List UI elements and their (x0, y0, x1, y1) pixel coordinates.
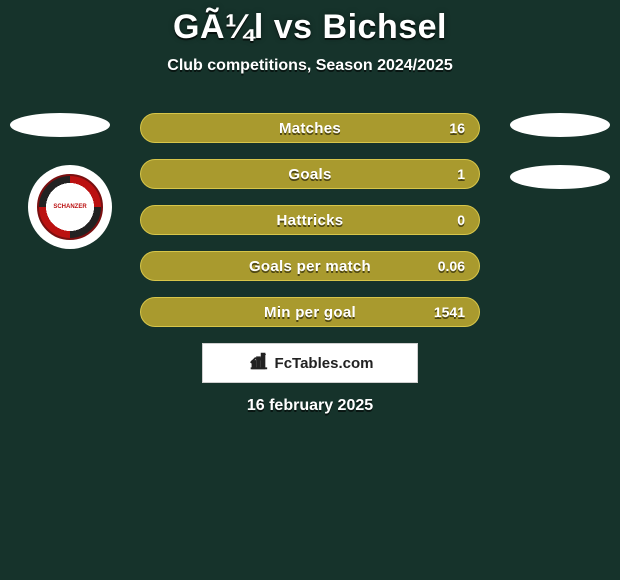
stat-value: 1 (457, 166, 465, 182)
bar-chart-icon (247, 350, 269, 376)
stat-row: Goals 1 (140, 159, 480, 189)
stat-label: Goals per match (249, 258, 371, 275)
stat-label: Matches (279, 120, 341, 137)
stat-row: Min per goal 1541 (140, 297, 480, 327)
page-title: GÃ¼l vs Bichsel (0, 8, 620, 47)
stat-label: Min per goal (264, 304, 356, 321)
subtitle: Club competitions, Season 2024/2025 (0, 57, 620, 75)
stat-label: Goals (288, 166, 331, 183)
branding-text: FcTables.com (275, 355, 374, 372)
stat-row: Goals per match 0.06 (140, 251, 480, 281)
stat-row: Matches 16 (140, 113, 480, 143)
stat-value: 1541 (434, 304, 465, 320)
player-right-placeholder-1 (510, 113, 610, 137)
player-right-placeholder-2 (510, 165, 610, 189)
club-badge-text: SCHANZER (39, 176, 101, 238)
stat-label: Hattricks (277, 212, 344, 229)
stat-row: Hattricks 0 (140, 205, 480, 235)
stat-value: 0.06 (438, 258, 465, 274)
club-badge: SCHANZER (28, 165, 112, 249)
stat-value: 16 (449, 120, 465, 136)
branding-box[interactable]: FcTables.com (202, 343, 418, 383)
date-text: 16 february 2025 (0, 397, 620, 415)
player-left-placeholder (10, 113, 110, 137)
stat-value: 0 (457, 212, 465, 228)
stats-area: SCHANZER Matches 16 Goals 1 Hattricks 0 Goals … (0, 113, 620, 327)
club-badge-ring: SCHANZER (37, 174, 103, 240)
